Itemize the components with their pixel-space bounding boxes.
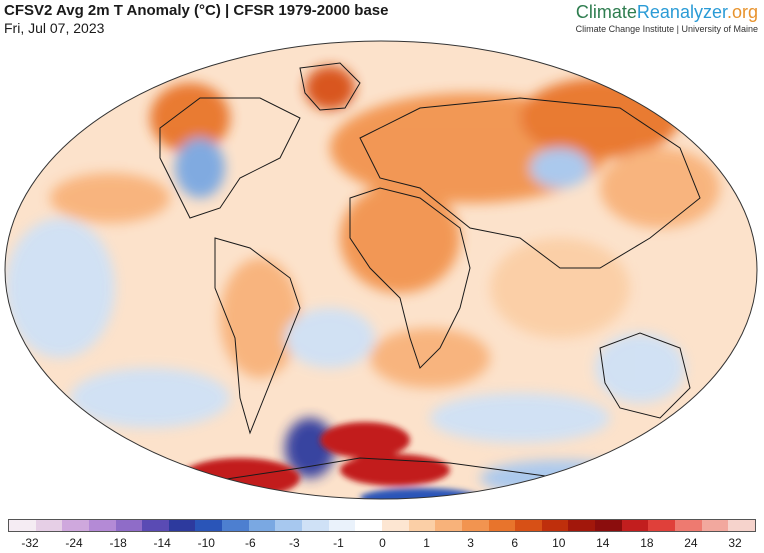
colorbar-swatch — [195, 520, 223, 531]
colorbar-tick-label: 24 — [684, 536, 698, 550]
colorbar-tick-label: 10 — [552, 536, 566, 550]
colorbar-swatch — [648, 520, 676, 531]
colorbar-tick-label: -1 — [333, 536, 344, 550]
brand-name-part1: Climate — [575, 2, 637, 22]
colorbar-tick-label: 18 — [640, 536, 654, 550]
colorbar-tick-label: -10 — [197, 536, 215, 550]
colorbar — [8, 519, 756, 532]
colorbar-swatch — [435, 520, 462, 531]
map-title: CFSV2 Avg 2m T Anomaly (°C) | CFSR 1979-… — [4, 2, 389, 19]
colorbar-tick-label: -32 — [21, 536, 39, 550]
colorbar-tick-label: 14 — [596, 536, 610, 550]
colorbar-swatch — [9, 520, 36, 531]
colorbar-swatch — [515, 520, 542, 531]
colorbar-swatch — [728, 520, 755, 531]
colorbar-swatch — [541, 520, 569, 531]
colorbar-swatch — [168, 520, 196, 531]
colorbar-tick-label: -18 — [109, 536, 127, 550]
colorbar-swatch — [302, 520, 329, 531]
map-date: Fri, Jul 07, 2023 — [4, 20, 105, 36]
colorbar-tick-label: -3 — [289, 536, 300, 550]
colorbar-swatch — [275, 520, 303, 531]
brand-subtitle: Climate Change Institute | University of… — [575, 24, 758, 34]
colorbar-swatch — [355, 520, 382, 531]
colorbar-swatch — [461, 520, 489, 531]
colorbar-tick-label: -24 — [65, 536, 83, 550]
colorbar-swatch — [222, 520, 249, 531]
globe-border — [4, 40, 758, 500]
colorbar-swatch — [595, 520, 622, 531]
brand-name-part3: .org — [726, 2, 758, 22]
colorbar-tick-label: 1 — [423, 536, 430, 550]
colorbar-swatch — [488, 520, 516, 531]
world-anomaly-map — [4, 40, 758, 500]
colorbar-swatch — [701, 520, 729, 531]
colorbar-tick-label: 3 — [467, 536, 474, 550]
colorbar-swatch — [248, 520, 276, 531]
brand-name-part2: Reanalyzer — [636, 2, 727, 22]
colorbar-swatch — [62, 520, 89, 531]
colorbar-swatch — [142, 520, 169, 531]
colorbar-swatch — [88, 520, 116, 531]
colorbar-tick-label: -6 — [244, 536, 256, 550]
anomaly-field — [5, 41, 757, 499]
colorbar-tick-label: 32 — [728, 536, 742, 550]
colorbar-swatch — [675, 520, 702, 531]
colorbar-swatch — [568, 520, 596, 531]
colorbar-tick-label: -14 — [153, 536, 171, 550]
colorbar-tick-label: 6 — [511, 536, 519, 550]
brand-logo[interactable]: ClimateReanalyzer.org — [576, 2, 758, 23]
colorbar-swatch — [408, 520, 436, 531]
colorbar-swatch — [328, 520, 356, 531]
colorbar-swatch — [35, 520, 63, 531]
colorbar-tick-label: 0 — [379, 536, 386, 550]
colorbar-swatch — [621, 520, 649, 531]
colorbar-swatch — [381, 520, 409, 531]
colorbar-swatch — [115, 520, 143, 531]
